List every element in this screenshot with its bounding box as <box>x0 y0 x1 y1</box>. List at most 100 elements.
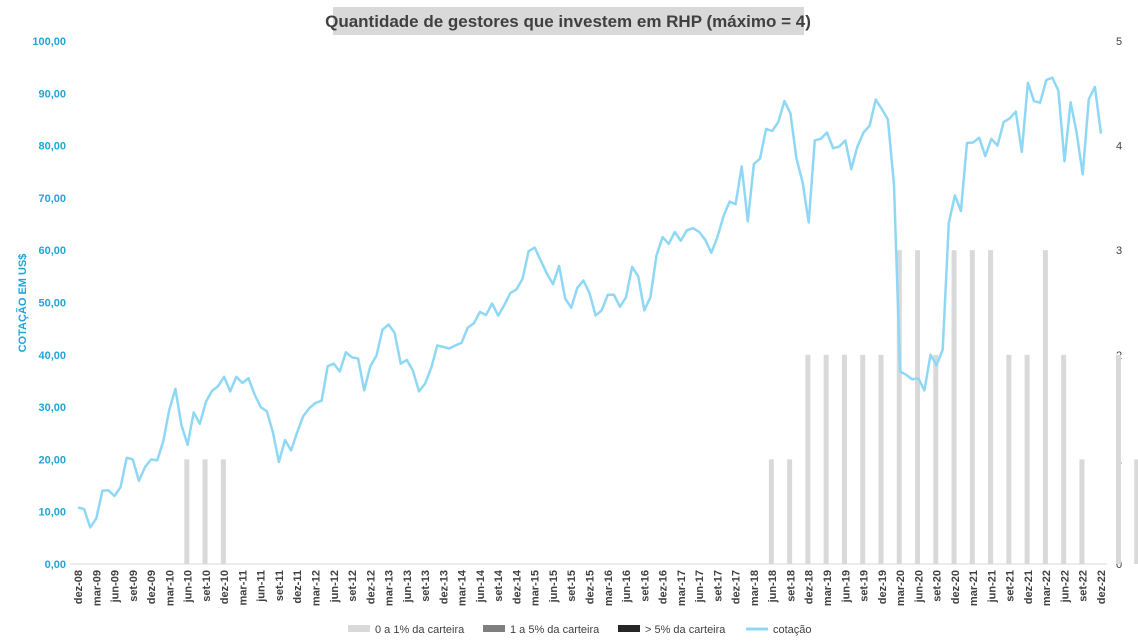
x-tick-label: mar-16 <box>603 570 615 606</box>
x-tick-label: mar-09 <box>91 570 103 606</box>
bar-series <box>184 250 1138 564</box>
bar-0-1 <box>805 354 811 564</box>
x-tick-label: mar-14 <box>457 569 469 606</box>
left-tick-label: 30,00 <box>38 402 66 414</box>
x-tick-label: set-14 <box>493 569 505 602</box>
title-background <box>333 7 804 35</box>
legend-swatch <box>618 625 640 632</box>
x-tick-label: dez-15 <box>585 570 597 604</box>
legend-swatch <box>348 625 370 632</box>
bar-0-1 <box>220 459 226 564</box>
bar-0-1 <box>1061 354 1067 564</box>
left-tick-label: 60,00 <box>38 245 66 257</box>
x-tick-label: dez-09 <box>146 570 158 604</box>
cotacao-line <box>77 76 1103 529</box>
x-tick-label: dez-08 <box>73 570 85 604</box>
left-axis-ticks: 0,00 10,00 20,00 30,00 40,00 50,00 60,00 70,00 8… <box>32 36 66 571</box>
bar-0-1 <box>860 354 866 564</box>
x-tick-label: set-18 <box>785 570 797 602</box>
x-tick-label: set-20 <box>932 570 944 602</box>
x-tick-label: dez-10 <box>219 570 231 604</box>
bar-0-1 <box>184 459 190 564</box>
x-tick-label: mar-13 <box>384 570 396 606</box>
x-tick-label: mar-10 <box>164 570 176 606</box>
left-tick-label: 0,00 <box>45 559 66 571</box>
x-tick-label: jun-13 <box>402 570 414 603</box>
bar-0-1 <box>1115 354 1121 564</box>
bar-0-1 <box>1042 250 1048 564</box>
x-tick-label: set-11 <box>274 570 286 601</box>
bar-0-1 <box>841 354 847 564</box>
x-tick-label: jun-11 <box>256 570 268 603</box>
bar-0-1 <box>1134 459 1138 564</box>
x-tick-label: mar-18 <box>749 570 761 606</box>
left-tick-label: 100,00 <box>32 36 66 48</box>
x-tick-label: jun-12 <box>329 570 341 603</box>
x-tick-label: jun-17 <box>694 570 706 603</box>
bar-0-1 <box>823 354 829 564</box>
x-tick-label: jun-10 <box>183 570 195 603</box>
x-tick-label: mar-11 <box>237 570 249 605</box>
bar-0-1 <box>1006 354 1012 564</box>
x-tick-label: set-21 <box>1005 570 1017 602</box>
right-tick-label: 3 <box>1116 245 1122 257</box>
x-tick-label: mar-21 <box>968 570 980 606</box>
x-tick-label: dez-21 <box>1023 570 1035 604</box>
x-tick-label: dez-14 <box>511 569 523 604</box>
bar-0-1 <box>1079 459 1085 564</box>
y-axis-label-left: COTAÇÃO EM US$ <box>16 254 29 353</box>
left-tick-label: 90,00 <box>38 88 66 100</box>
x-tick-label: set-16 <box>639 570 651 602</box>
x-tick-label: jun-15 <box>548 570 560 603</box>
x-tick-label: set-12 <box>347 570 359 602</box>
bar-0-1 <box>988 250 994 564</box>
legend: 0 a 1% da carteira 1 a 5% da carteira > 5%… <box>348 624 812 636</box>
x-tick-label: dez-11 <box>292 570 304 604</box>
x-tick-label: set-15 <box>566 570 578 602</box>
bar-0-1 <box>878 354 884 564</box>
bar-0-1 <box>915 250 921 564</box>
x-tick-label: dez-16 <box>658 570 670 604</box>
line-series-cotacao <box>77 76 1103 529</box>
chart-title: Quantidade de gestores que investem em R… <box>325 12 811 31</box>
left-tick-label: 20,00 <box>38 454 66 466</box>
x-tick-label: jun-09 <box>110 570 122 603</box>
x-tick-label: jun-20 <box>913 570 925 603</box>
x-tick-label: jun-16 <box>621 570 633 603</box>
bar-0-1 <box>787 459 793 564</box>
x-tick-label: jun-22 <box>1059 570 1071 603</box>
bar-0-1 <box>951 250 957 564</box>
x-tick-label: set-13 <box>420 570 432 602</box>
x-tick-label: set-10 <box>201 570 213 602</box>
x-tick-label: set-09 <box>128 570 140 602</box>
legend-label: > 5% da carteira <box>645 624 726 636</box>
right-tick-label: 0 <box>1116 559 1122 571</box>
x-tick-label: jun-18 <box>767 570 779 603</box>
x-tick-label: set-22 <box>1078 570 1090 602</box>
legend-label: cotação <box>773 624 812 636</box>
x-tick-label: set-17 <box>712 570 724 602</box>
x-tick-label: jun-19 <box>840 570 852 603</box>
x-tick-label: dez-13 <box>438 570 450 604</box>
x-tick-label: jun-21 <box>986 570 998 603</box>
left-tick-label: 70,00 <box>38 193 66 205</box>
legend-label: 0 a 1% da carteira <box>375 624 465 636</box>
bar-0-1 <box>1024 354 1030 564</box>
x-tick-label: mar-20 <box>895 570 907 606</box>
x-tick-label: dez-18 <box>804 570 816 604</box>
bar-0-1 <box>933 354 939 564</box>
bar-0-1 <box>202 459 208 564</box>
x-tick-label: set-19 <box>859 570 871 602</box>
x-tick-label: dez-22 <box>1096 570 1108 604</box>
x-tick-label: mar-17 <box>676 570 688 606</box>
bar-0-1 <box>896 250 902 564</box>
x-tick-label: mar-15 <box>530 570 542 606</box>
x-tick-label: dez-19 <box>877 570 889 604</box>
bar-0-1 <box>768 459 774 564</box>
x-axis-ticks: dez-08 mar-09 jun-09 set-09 dez-09 mar-10 jun-… <box>73 569 1108 606</box>
x-tick-label: mar-12 <box>310 570 322 606</box>
left-tick-label: 80,00 <box>38 141 66 153</box>
legend-swatch <box>483 625 505 632</box>
bar-0-1 <box>969 250 975 564</box>
